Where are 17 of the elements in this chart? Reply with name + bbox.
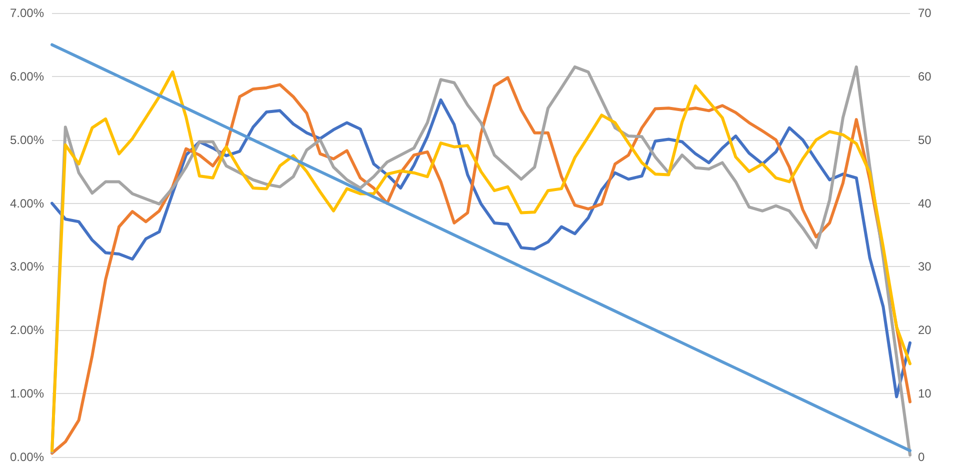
y-tick-label: 4.00% [10, 196, 44, 210]
y2-tick-label: 40 [918, 196, 932, 210]
y-tick-label: 1.00% [10, 386, 44, 401]
y-tick-label: 3.00% [10, 260, 44, 274]
y-tick-label: 5.00% [10, 132, 44, 147]
y2-tick-label: 10 [918, 386, 932, 401]
y2-tick-label: 70 [918, 6, 932, 20]
line-series [50, 98, 912, 398]
y2-tick-label: 0 [918, 450, 925, 464]
y-tick-label: 6.00% [10, 69, 44, 84]
y2-tick-label: 50 [918, 132, 932, 147]
y2-tick-label: 20 [918, 323, 932, 338]
y-tick-label: 0.00% [10, 450, 44, 464]
y-tick-label: 7.00% [10, 6, 44, 20]
y2-tick-label: 60 [918, 69, 932, 84]
y-tick-label: 2.00% [10, 323, 44, 338]
y2-tick-label: 30 [918, 260, 932, 274]
